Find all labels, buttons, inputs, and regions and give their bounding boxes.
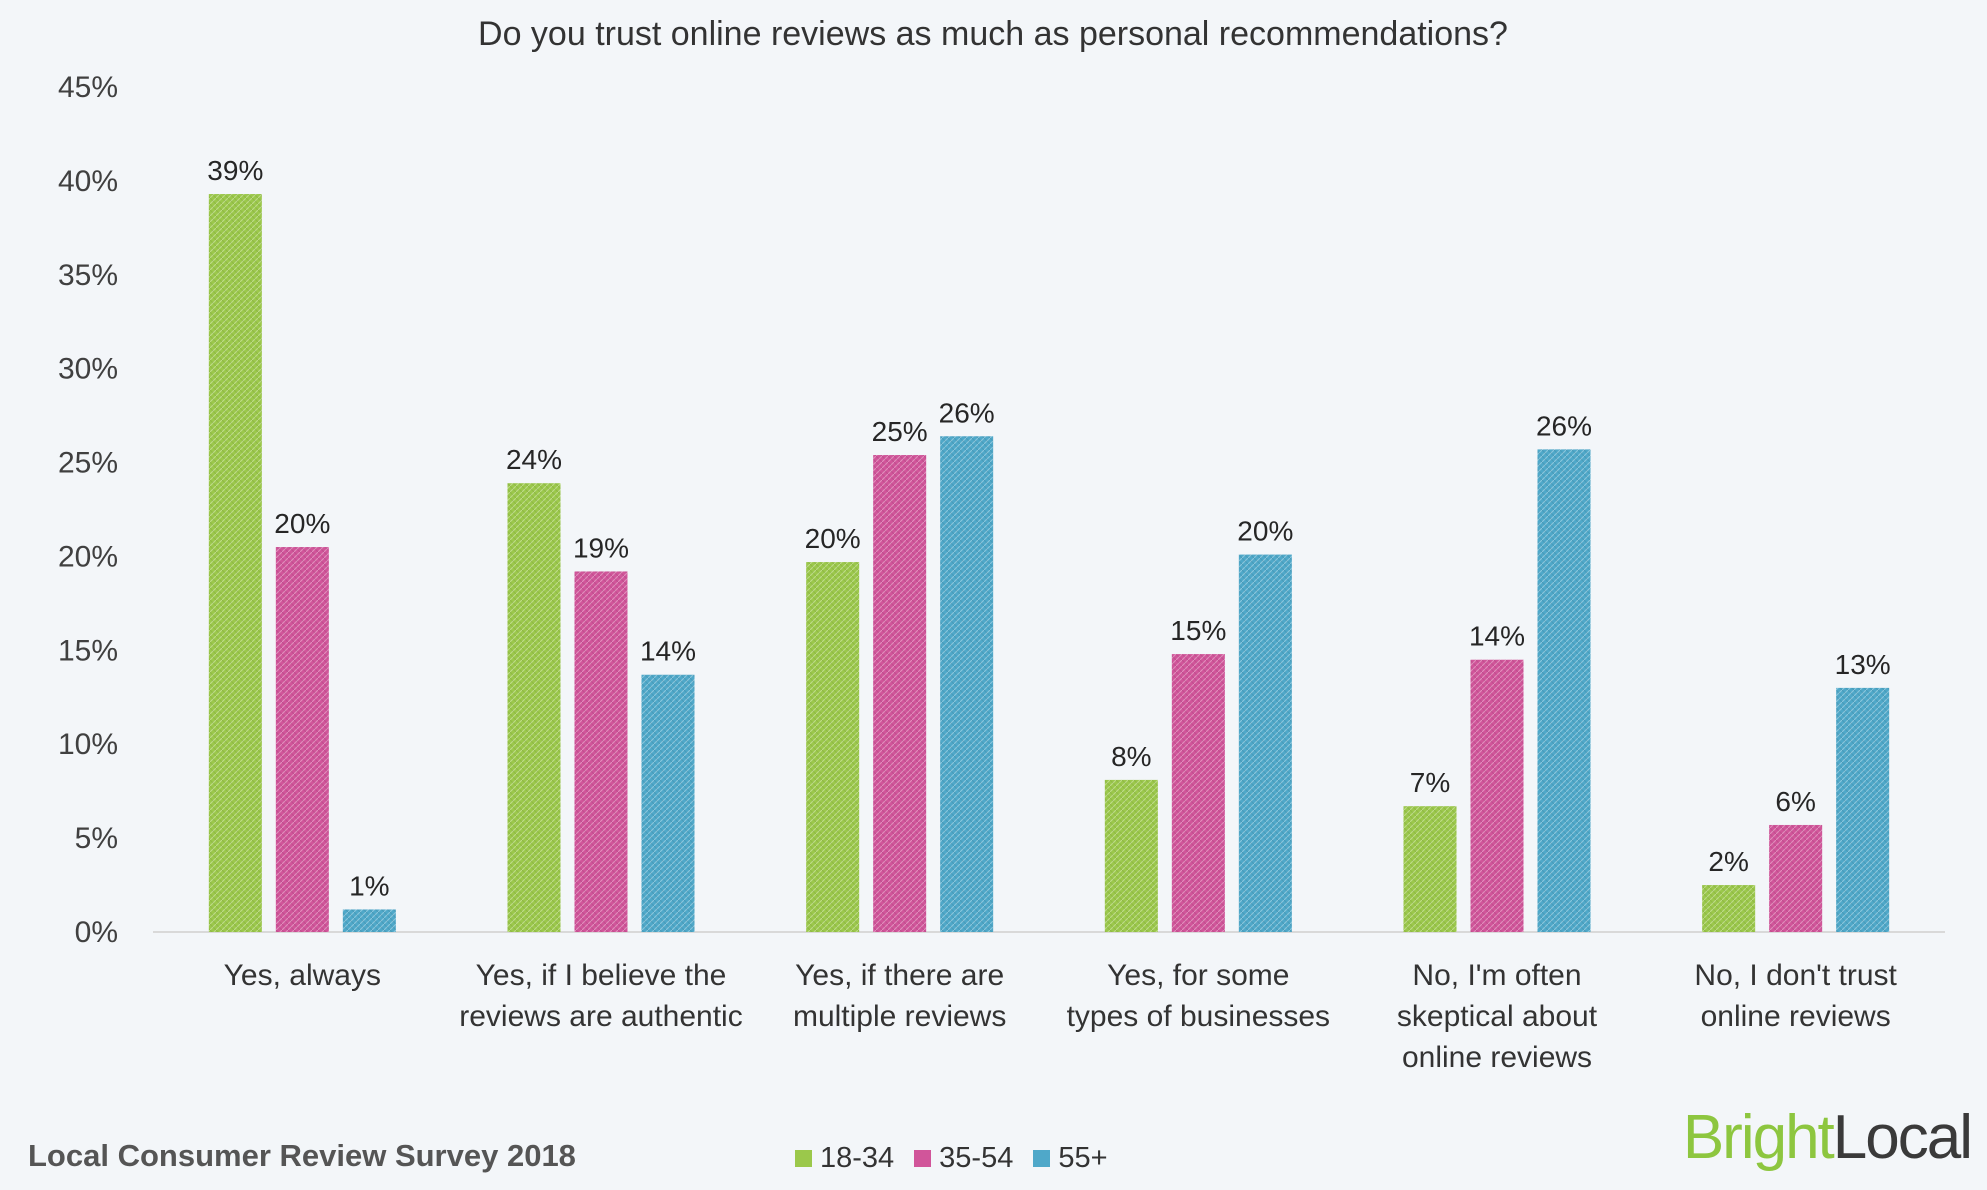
bar-texture bbox=[1238, 554, 1292, 932]
bar-texture bbox=[208, 194, 262, 933]
data-label: 20% bbox=[274, 508, 330, 539]
bar-texture bbox=[1702, 885, 1756, 932]
chart-title: Do you trust online reviews as much as p… bbox=[478, 15, 1508, 53]
data-label: 24% bbox=[506, 444, 562, 475]
y-tick-label: 45% bbox=[58, 71, 118, 104]
data-label: 7% bbox=[1410, 767, 1450, 798]
legend-swatch-35-54 bbox=[914, 1150, 932, 1167]
data-label: 2% bbox=[1708, 846, 1748, 877]
legend-label-55-plus: 55+ bbox=[1058, 1142, 1108, 1174]
legend-item-35-54: 35-54 bbox=[914, 1142, 1013, 1175]
bar-texture bbox=[275, 547, 329, 932]
bar-texture bbox=[574, 571, 628, 932]
bar-texture bbox=[1403, 806, 1457, 932]
legend-item-55-plus: 55+ bbox=[1033, 1142, 1108, 1175]
legend-swatch-18-34 bbox=[795, 1150, 812, 1167]
bar-texture bbox=[641, 674, 695, 932]
data-label: 20% bbox=[805, 523, 861, 554]
y-tick-label: 20% bbox=[58, 540, 118, 573]
data-label: 14% bbox=[640, 636, 696, 667]
bars bbox=[208, 194, 1890, 933]
x-tick-label: No, I don't trust bbox=[1694, 959, 1897, 992]
y-tick-label: 0% bbox=[75, 916, 118, 949]
y-tick-label: 30% bbox=[58, 353, 118, 386]
bar-texture bbox=[1769, 824, 1823, 932]
x-tick-label: types of businesses bbox=[1067, 1000, 1330, 1033]
data-label: 1% bbox=[349, 870, 389, 901]
data-label: 6% bbox=[1775, 786, 1815, 817]
bar-texture bbox=[507, 483, 561, 932]
legend-item-18-34: 18-34 bbox=[795, 1142, 894, 1175]
data-label: 15% bbox=[1170, 615, 1226, 646]
x-tick-label: skeptical about bbox=[1397, 1000, 1598, 1033]
bar-texture bbox=[1470, 659, 1524, 932]
bar-texture bbox=[1537, 449, 1591, 932]
y-tick-label: 25% bbox=[58, 447, 118, 480]
x-tick-label: multiple reviews bbox=[793, 1000, 1006, 1033]
legend-label-18-34: 18-34 bbox=[820, 1142, 895, 1174]
survey-source: Local Consumer Review Survey 2018 bbox=[28, 1138, 576, 1173]
data-label: 20% bbox=[1237, 516, 1293, 547]
bar-texture bbox=[1104, 779, 1158, 932]
data-label: 26% bbox=[939, 397, 995, 428]
logo-part-local: Local bbox=[1832, 1103, 1973, 1172]
brightlocal-logo: BrightLocal bbox=[1682, 1102, 1973, 1173]
data-label: 19% bbox=[573, 532, 629, 563]
legend: 18-34 35-54 55+ bbox=[795, 1142, 1108, 1175]
x-axis-labels: Yes, always Yes, if I believe the reviews … bbox=[224, 959, 1898, 1074]
bar-texture bbox=[940, 436, 994, 932]
bar-texture bbox=[1836, 687, 1890, 932]
data-label: 25% bbox=[872, 416, 928, 447]
data-labels: 39% 20% 1% 24% 19% 14% 20% 25% 26% 8% 15% 20% 7% 14% 2… bbox=[207, 155, 1890, 901]
y-tick-label: 15% bbox=[58, 634, 118, 667]
data-label: 8% bbox=[1111, 741, 1151, 772]
y-tick-label: 5% bbox=[75, 822, 118, 855]
x-tick-label: online reviews bbox=[1402, 1041, 1592, 1074]
x-tick-label: online reviews bbox=[1701, 1000, 1891, 1033]
y-tick-label: 35% bbox=[58, 259, 118, 292]
x-tick-label: Yes, always bbox=[224, 959, 381, 992]
y-axis: 0% 5% 10% 15% 20% 25% 30% 35% 40% 45% bbox=[58, 71, 1945, 949]
data-label: 14% bbox=[1469, 621, 1525, 652]
y-tick-label: 40% bbox=[58, 165, 118, 198]
y-tick-label: 10% bbox=[58, 728, 118, 761]
x-tick-label: Yes, for some bbox=[1107, 959, 1289, 992]
legend-label-35-54: 35-54 bbox=[939, 1142, 1014, 1174]
bar-texture bbox=[806, 562, 860, 932]
bar-chart: Do you trust online reviews as much as p… bbox=[58, 15, 1945, 1074]
legend-swatch-55-plus bbox=[1033, 1150, 1051, 1167]
x-tick-label: Yes, if I believe the bbox=[476, 959, 727, 992]
logo-part-bright: Bright bbox=[1682, 1103, 1835, 1172]
x-tick-label: No, I'm often bbox=[1412, 959, 1581, 992]
data-label: 26% bbox=[1536, 410, 1592, 441]
x-tick-label: Yes, if there are bbox=[795, 959, 1004, 992]
bar-texture bbox=[1171, 654, 1225, 932]
data-label: 13% bbox=[1835, 649, 1891, 680]
bar-texture bbox=[873, 455, 927, 932]
data-label: 39% bbox=[207, 155, 263, 186]
x-tick-label: reviews are authentic bbox=[459, 1000, 742, 1033]
bar-texture bbox=[342, 909, 396, 932]
